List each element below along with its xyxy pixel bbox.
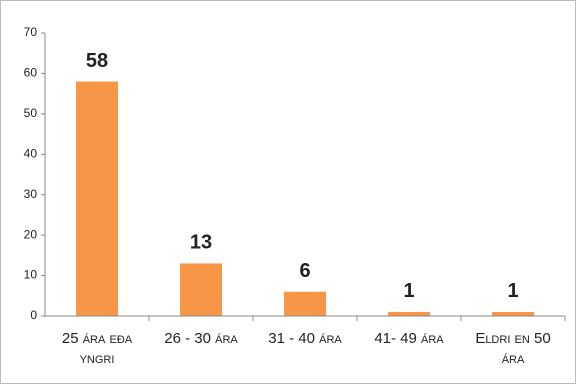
x-tick-label: 41- 49 ára — [374, 330, 444, 347]
bar — [76, 81, 118, 316]
x-tick-label: 31 - 40 ára — [268, 330, 342, 347]
y-tick-label: 50 — [24, 106, 38, 120]
bar — [180, 263, 222, 316]
bar — [492, 311, 534, 316]
y-tick-label: 0 — [30, 308, 37, 322]
y-tick-label: 70 — [24, 25, 38, 39]
bar — [284, 291, 326, 316]
value-label: 58 — [86, 50, 108, 72]
value-label: 1 — [403, 280, 414, 302]
x-tick-label: Eldri en 50 ára — [475, 330, 551, 367]
y-tick-label: 30 — [24, 187, 38, 201]
y-tick-label: 40 — [24, 146, 38, 160]
value-label: 1 — [507, 280, 518, 302]
value-label: 13 — [190, 232, 212, 254]
bar — [388, 311, 430, 316]
value-label: 6 — [299, 260, 310, 282]
y-tick-label: 20 — [24, 227, 38, 241]
x-tick-label: 26 - 30 ára — [164, 330, 238, 347]
y-tick-label: 60 — [24, 66, 38, 80]
y-tick-label: 10 — [24, 268, 38, 282]
x-tick-label: 25 ára eða yngri — [61, 330, 133, 367]
